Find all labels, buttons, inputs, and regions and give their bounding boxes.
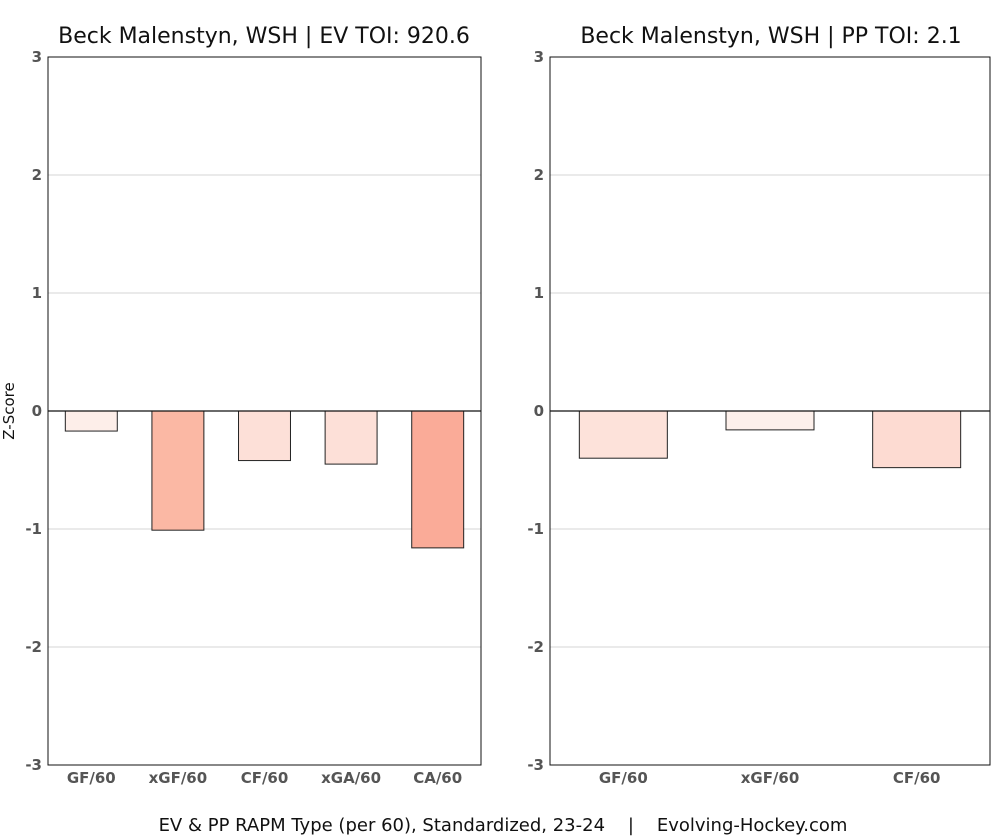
y-tick-label: 2 [32,166,42,184]
panel-title: Beck Malenstyn, WSH | PP TOI: 2.1 [580,24,961,49]
y-tick-label: -3 [25,756,42,774]
y-tick-label: 1 [32,284,42,302]
figure-caption: EV & PP RAPM Type (per 60), Standardized… [159,815,848,836]
y-tick-label: 0 [32,402,42,420]
bar-gf-per-60 [64,410,118,432]
x-tick-label: CF/60 [241,769,289,787]
x-tick-label: CF/60 [893,769,941,787]
y-tick-label: 3 [32,48,42,66]
x-tick-label: xGF/60 [149,769,208,787]
bar-xgf-per-60 [725,410,815,431]
y-tick-label: -2 [25,638,42,656]
y-tick-label: 1 [534,284,544,302]
y-tick-label: -1 [527,520,544,538]
bar-gf-per-60 [578,410,668,459]
x-tick-label: GF/60 [599,769,648,787]
panel-title: Beck Malenstyn, WSH | EV TOI: 920.6 [58,24,470,49]
bar-xgf-per-60 [151,410,205,531]
bar-ca-per-60 [411,410,465,549]
x-tick-label: GF/60 [67,769,116,787]
y-tick-label: -3 [527,756,544,774]
x-tick-label: xGA/60 [321,769,381,787]
pp-panel: 3 2 1 0 -1 -2 -3 GF/60 xGF/60 CF/60 Beck Malenstyn… [527,24,991,787]
plot-frame [47,56,482,766]
plot-frame [549,56,991,766]
y-tick-label: 2 [534,166,544,184]
y-tick-label: 3 [534,48,544,66]
y-tick-label: 0 [534,402,544,420]
bar-xga-per-60 [324,410,378,465]
y-tick-label: -1 [25,520,42,538]
bar-cf-per-60 [238,410,291,462]
y-tick-label: -2 [527,638,544,656]
bar-cf-per-60 [872,410,962,469]
ev-panel: 3 2 1 0 -1 -2 -3 GF/60 xGF/60 CF/60 xGA/60 CA/60 Bec… [25,24,482,787]
y-axis-title: Z-Score [0,382,18,439]
x-tick-label: CA/60 [413,769,462,787]
x-tick-label: xGF/60 [741,769,800,787]
